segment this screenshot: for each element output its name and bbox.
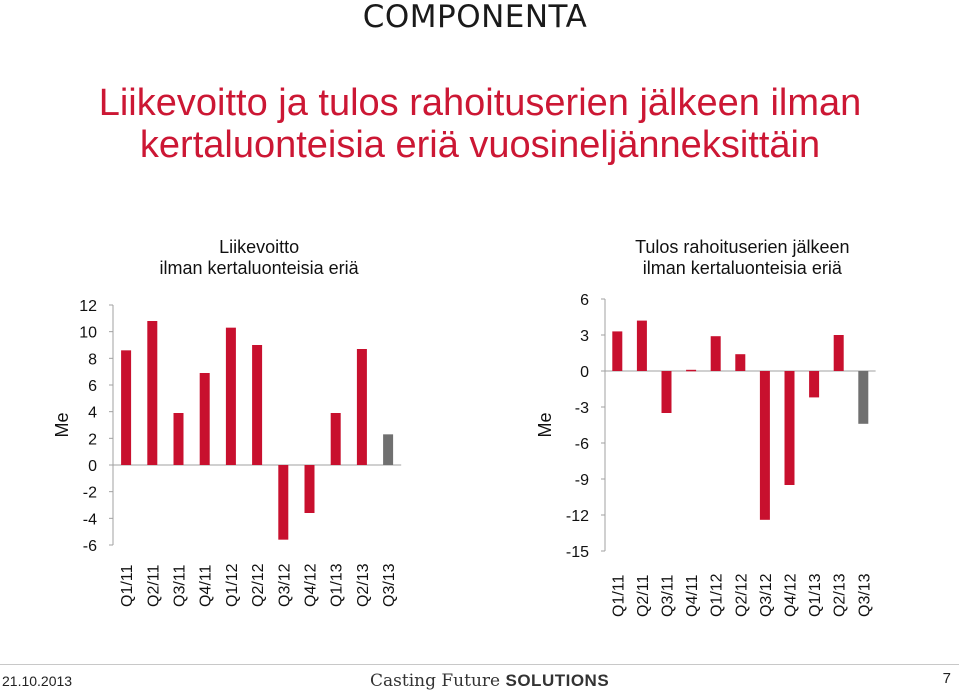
page-number: 7 [942,670,951,687]
x-tick-label: Q4/12 [303,563,320,607]
x-tick-label: Q4/12 [783,573,800,617]
bar-q1-12 [225,327,236,465]
bar-q4-11 [199,373,210,465]
y-tick-label: 12 [79,298,97,315]
bar-q3-13 [858,371,869,424]
y-tick-label: 8 [88,351,97,368]
y-tick-label: 3 [580,328,589,345]
bar-q4-12 [784,371,795,485]
y-tick-label: 0 [580,364,589,381]
y-tick-label: -6 [83,538,97,555]
bar-q2-11 [147,321,158,465]
x-tick-label: Q3/13 [381,563,398,607]
x-tick-label: Q3/11 [172,565,189,608]
result-after-financial-items-chart-svg: Tulos rahoituserien jälkeen ilman kertalu… [535,237,876,618]
slide-title: Liikevoitto ja tulos rahoituserien jälke… [98,82,862,166]
x-tick-label: Q2/12 [733,573,750,617]
x-tick-label: Q1/11 [610,575,627,618]
bar-q1-12 [710,336,721,371]
footer-date: 21.10.2013 [2,673,73,689]
operating-profit-chart: Liikevoitto ilman kertaluonteisia eriä 12 1… [40,225,440,625]
x-tick-label: Q1/12 [709,573,726,617]
y-axis-label: Me [52,412,72,437]
x-tick-label: Q1/13 [807,573,824,617]
bar-q4-11 [686,369,697,372]
bar-q1-11 [612,331,623,371]
y-tick-label: 6 [580,292,589,309]
bar-q3-12 [759,371,770,520]
y-tick-label: -4 [83,511,97,528]
footer-divider [0,664,959,665]
x-tick-label: Q1/13 [329,563,346,607]
bar-q3-11 [173,413,184,465]
chart-title: Liikevoitto ilman kertaluonteisia eriä [160,237,360,278]
bar-q2-12 [252,345,263,465]
bar-q1-11 [121,350,132,465]
x-tick-label: Q4/11 [684,575,701,618]
x-tick-label: Q3/12 [276,563,293,607]
bar-q2-11 [636,320,647,371]
x-tick-label: Q4/11 [198,565,215,608]
bar-q4-12 [304,465,315,513]
bar-q2-13 [356,349,367,465]
bar-q3-12 [278,465,289,540]
bar-q2-12 [735,354,746,371]
x-tick-label: Q3/12 [758,573,775,617]
y-tick-label: 6 [88,378,97,395]
y-tick-label: 0 [88,458,97,475]
bar-q2-13 [833,335,844,371]
x-tick-label: Q2/12 [250,563,267,607]
x-tick-label: Q2/11 [145,565,162,608]
x-tick-label: Q2/13 [832,573,849,617]
y-axis-label: Me [535,412,555,437]
x-tick-label: Q3/11 [660,575,677,618]
y-tick-label: 10 [79,325,97,342]
y-tick-label: -6 [575,436,589,453]
footer-tagline: Casting Future SOLUTIONS [370,671,609,691]
chart-title: Tulos rahoituserien jälkeen ilman kertalu… [635,237,849,278]
x-tick-label: Q2/11 [635,575,652,618]
y-tick-label: -15 [566,544,589,561]
company-logo: COMPONENTA [362,0,588,35]
bar-q1-13 [330,413,341,465]
y-tick-label: -2 [83,485,97,502]
bar-q3-11 [661,371,672,413]
y-tick-label: -12 [566,508,589,525]
y-tick-label: -3 [575,400,589,417]
result-after-financial-items-chart: Tulos rahoituserien jälkeen ilman kertalu… [525,225,925,625]
operating-profit-chart-svg: Liikevoitto ilman kertaluonteisia eriä 12 1… [52,237,402,608]
bar-q3-13 [383,434,394,465]
footer-tagline-prefix: Casting Future [370,671,501,691]
y-tick-label: 4 [88,405,97,422]
y-tick-label: -9 [575,472,589,489]
x-tick-label: Q1/11 [119,565,136,608]
x-tick-label: Q3/13 [856,573,873,617]
footer-tagline-suffix: SOLUTIONS [505,671,610,690]
bar-q1-13 [809,371,820,398]
x-tick-label: Q2/13 [355,563,372,607]
y-tick-label: 2 [88,431,97,448]
x-tick-label: Q1/12 [224,563,241,607]
